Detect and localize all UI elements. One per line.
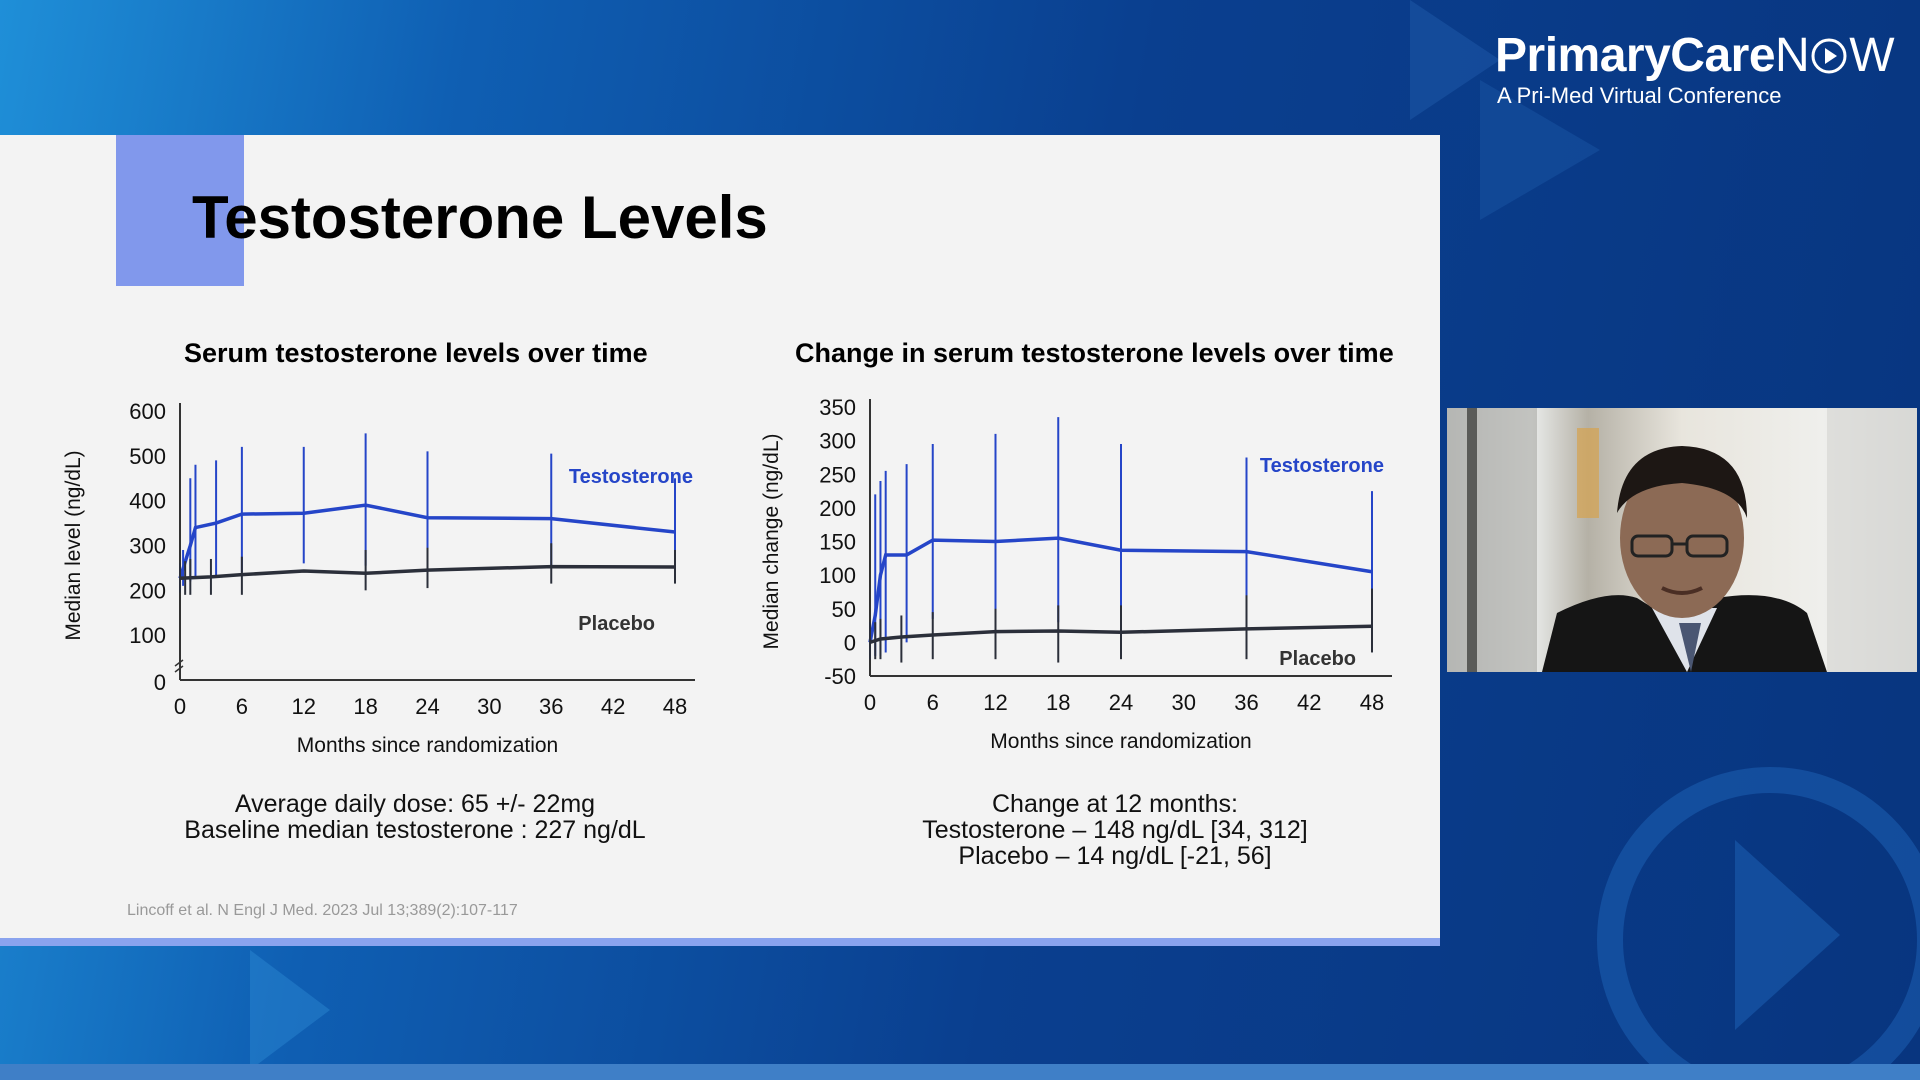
x-tick-label: 0 [864, 690, 876, 715]
y-tick-label: 150 [819, 530, 856, 555]
x-tick-label: 42 [1297, 690, 1321, 715]
y-tick-label: 0 [154, 670, 166, 695]
series-line [869, 624, 1373, 645]
x-tick-label: 12 [292, 694, 316, 719]
series-label: Testosterone [569, 466, 693, 488]
series-line [179, 564, 676, 580]
y-tick-label: -50 [824, 664, 856, 689]
series-label: Placebo [578, 613, 655, 635]
x-tick-label: 18 [353, 694, 377, 719]
y-tick-label: 350 [819, 395, 856, 420]
right-caption-line: Testosterone – 148 ng/dL [34, 312] [922, 816, 1308, 844]
y-axis-label: Median level (ng/dL) [62, 450, 85, 640]
presenter-avatar [1447, 408, 1917, 672]
series-label: Placebo [1279, 648, 1356, 670]
y-tick-label: 300 [129, 534, 166, 559]
serum-testosterone-chart: 0 100 200 300 400 500 600 0 6 12 18 24 30 36 42 48 Month… [62, 399, 695, 757]
series-label: Testosterone [1260, 455, 1384, 477]
x-tick-label: 48 [1360, 690, 1384, 715]
y-tick-label: 100 [129, 623, 166, 648]
y-tick-label: 50 [832, 597, 856, 622]
presenter-video[interactable] [1447, 408, 1917, 672]
presentation-slide: Testosterone Levels Serum testosterone l… [0, 135, 1440, 946]
right-caption-line: Change at 12 months: [992, 790, 1238, 818]
bottom-bar [0, 1064, 1920, 1080]
y-tick-label: 200 [129, 578, 166, 603]
y-tick-label: 200 [819, 496, 856, 521]
x-axis-label: Months since randomization [297, 734, 558, 757]
slide-accent-bar [0, 938, 1440, 946]
x-tick-label: 18 [1046, 690, 1070, 715]
series-line [868, 536, 1373, 643]
y-tick-label: 0 [844, 630, 856, 655]
slide-title: Testosterone Levels [192, 184, 768, 251]
brand-logo: PrimaryCare N W A Pri-Med Virtual Conferen… [1495, 30, 1894, 110]
x-tick-label: 6 [927, 690, 939, 715]
right-caption-line: Placebo – 14 ng/dL [-21, 56] [958, 842, 1272, 870]
y-tick-label: 100 [819, 563, 856, 588]
x-axis-label: Months since randomization [990, 730, 1251, 753]
x-tick-label: 48 [663, 694, 687, 719]
x-tick-label: 24 [1109, 690, 1133, 715]
brand-name: PrimaryCare N W [1495, 29, 1894, 82]
right-caption: Change at 12 months: Testosterone – 148 … [880, 791, 1350, 869]
y-tick-label: 600 [129, 399, 166, 424]
x-tick-label: 0 [174, 694, 186, 719]
x-tick-label: 30 [477, 694, 501, 719]
y-tick-label: 250 [819, 462, 856, 487]
x-tick-label: 6 [236, 694, 248, 719]
y-tick-label: 400 [129, 489, 166, 514]
y-axis-label: Median change (ng/dL) [760, 434, 783, 650]
left-caption-line: Average daily dose: 65 +/- 22mg [234, 790, 596, 818]
axis-break-icon [174, 659, 184, 673]
left-caption-line: Baseline median testosterone : 227 ng/dL [184, 816, 646, 844]
x-tick-label: 36 [539, 694, 563, 719]
title-accent-block [116, 135, 244, 286]
left-chart-title: Serum testosterone levels over time [184, 338, 648, 368]
x-tick-label: 42 [601, 694, 625, 719]
change-testosterone-chart: -50 0 50 100 150 200 250 300 350 0 6 12 18 24 30 36 42 48… [760, 395, 1392, 753]
x-tick-label: 12 [983, 690, 1007, 715]
play-icon [1811, 38, 1847, 74]
right-chart-title: Change in serum testosterone levels over… [795, 338, 1394, 368]
x-tick-label: 36 [1234, 690, 1258, 715]
x-tick-label: 30 [1172, 690, 1196, 715]
brand-subtitle: A Pri-Med Virtual Conference [1497, 83, 1782, 108]
citation: Lincoff et al. N Engl J Med. 2023 Jul 13… [127, 902, 518, 919]
y-tick-label: 500 [129, 444, 166, 469]
y-tick-label: 300 [819, 429, 856, 454]
series-line [178, 503, 676, 579]
left-caption: Average daily dose: 65 +/- 22mg Baseline… [165, 791, 665, 843]
x-tick-label: 24 [415, 694, 439, 719]
